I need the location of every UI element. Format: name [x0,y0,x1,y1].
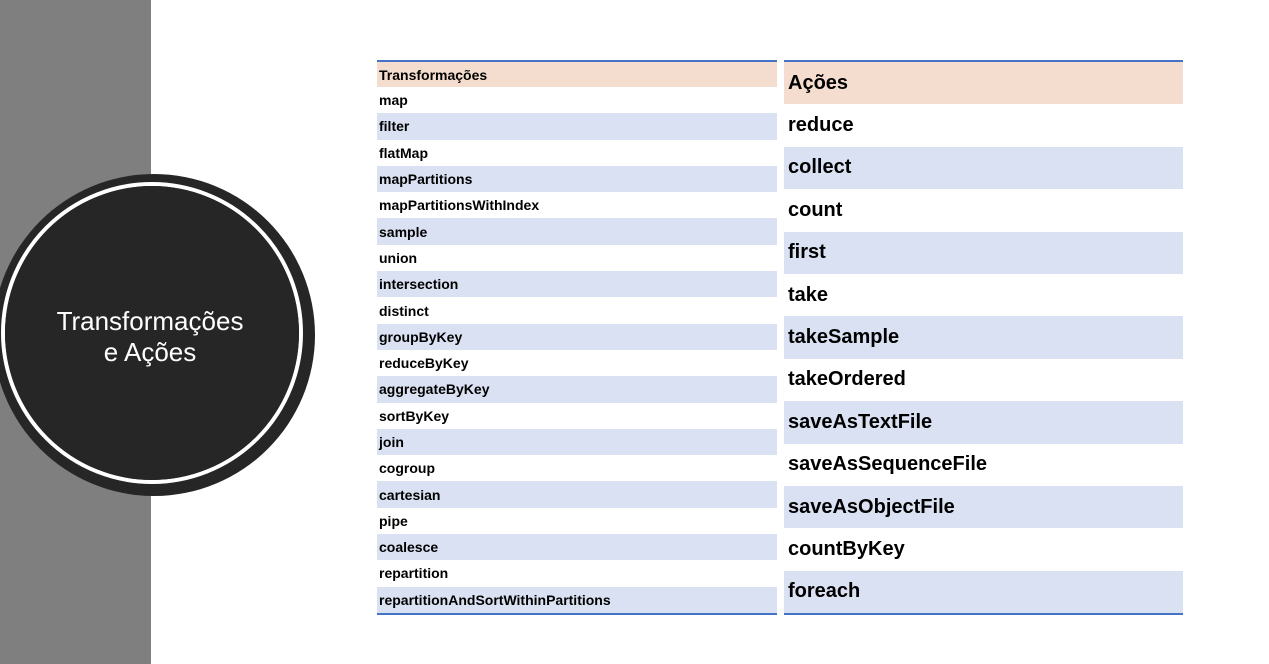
slide-title-line-2: e Ações [103,337,197,367]
transformation-row: groupByKey [377,323,777,350]
transformation-name: reduceByKey [377,349,777,377]
action-name: collect [784,146,1183,190]
transformation-name: mapPartitions [377,165,777,193]
action-row: takeOrdered [784,358,1183,402]
transformation-name: repartition [377,560,777,587]
transformation-row: sample [377,218,777,245]
transformation-name: distinct [377,297,777,324]
transformation-row: filter [377,113,777,140]
transformation-row: union [377,244,777,272]
transformation-row: repartition [377,560,777,587]
action-name: saveAsSequenceFile [784,443,1183,486]
transformation-name: repartitionAndSortWithinPartitions [377,586,777,614]
transformation-row: pipe [377,507,777,535]
action-row: takeSample [784,316,1183,359]
transformation-row: cartesian [377,481,777,508]
action-name: takeSample [784,316,1183,359]
transformations-header: Transformações [377,61,777,87]
transformation-name: map [377,87,777,114]
action-row: first [784,231,1183,274]
action-row: foreach [784,570,1183,615]
action-row: reduce [784,104,1183,147]
transformation-name: sample [377,218,777,245]
transformation-name: union [377,244,777,272]
action-row: take [784,273,1183,317]
action-row: saveAsTextFile [784,401,1183,444]
transformation-row: join [377,428,777,456]
transformation-name: cartesian [377,481,777,508]
transformation-name: groupByKey [377,323,777,350]
transformation-row: mapPartitionsWithIndex [377,192,777,219]
transformation-name: coalesce [377,534,777,561]
slide-title-line-1: Transformações [56,306,244,336]
action-name: count [784,189,1183,232]
actions-table: Ações reduce collect count first take takeSam… [784,60,1183,616]
action-row: count [784,189,1183,232]
action-row: collect [784,146,1183,190]
transformation-row: aggregateByKey [377,376,777,403]
transformation-name: mapPartitionsWithIndex [377,192,777,219]
transformation-name: join [377,428,777,456]
transformation-row: cogroup [377,455,777,482]
transformation-name: filter [377,113,777,140]
actions-header-row: Ações [784,61,1183,105]
transformation-row: sortByKey [377,402,777,429]
transformation-row: mapPartitions [377,165,777,193]
action-name: saveAsObjectFile [784,485,1183,529]
action-name: take [784,273,1183,317]
action-name: reduce [784,104,1183,147]
title-circle-inner [5,186,299,480]
transformation-name: sortByKey [377,402,777,429]
action-name: takeOrdered [784,358,1183,402]
transformation-row: repartitionAndSortWithinPartitions [377,586,777,614]
actions-header: Ações [784,61,1183,105]
transformation-row: reduceByKey [377,349,777,377]
transformations-table: Transformações map filter flatMap mapPartit… [377,60,777,615]
action-name: foreach [784,570,1183,615]
action-row: countByKey [784,528,1183,571]
transformation-name: intersection [377,271,777,298]
slide-title: Transformações e Ações [30,306,270,368]
transformation-name: cogroup [377,455,777,482]
action-name: saveAsTextFile [784,401,1183,444]
title-circle-ring [1,182,303,484]
transformation-name: aggregateByKey [377,376,777,403]
action-name: countByKey [784,528,1183,571]
action-row: saveAsSequenceFile [784,443,1183,486]
transformations-header-row: Transformações [377,61,777,87]
transformation-row: flatMap [377,139,777,166]
transformation-name: flatMap [377,139,777,166]
transformation-name: pipe [377,507,777,535]
action-name: first [784,231,1183,274]
action-row: saveAsObjectFile [784,485,1183,529]
transformation-row: coalesce [377,534,777,561]
transformation-row: map [377,87,777,114]
transformation-row: intersection [377,271,777,298]
transformation-row: distinct [377,297,777,324]
